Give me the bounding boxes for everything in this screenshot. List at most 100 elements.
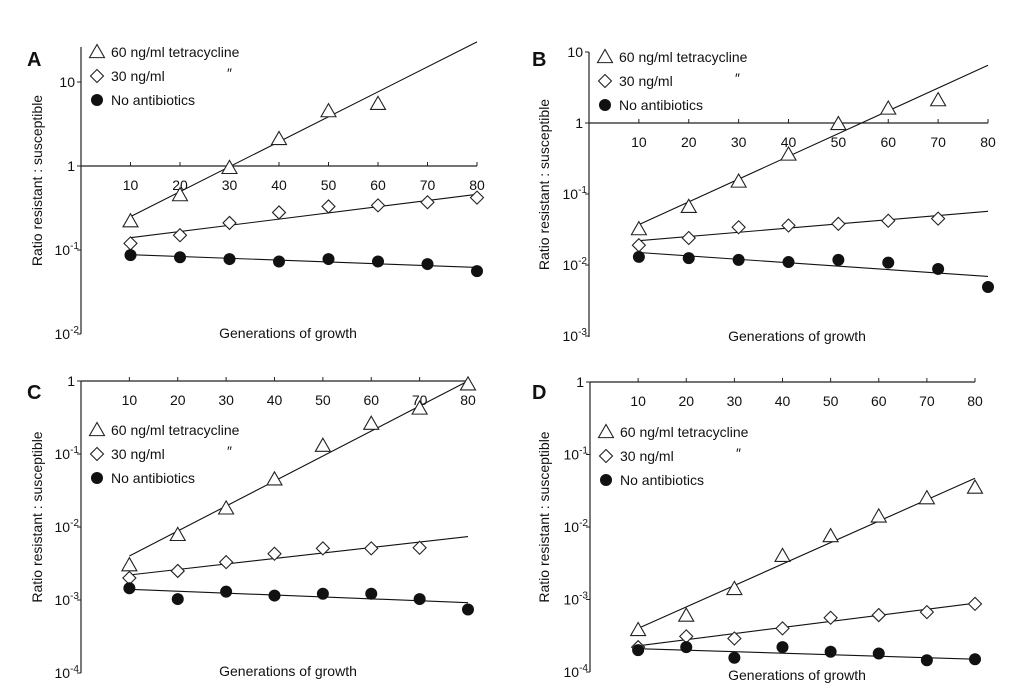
data-point [314,437,332,452]
legend-marker-triangle [88,421,106,437]
data-point [678,629,694,644]
legend: 60 ng/ml tetracycline 30 ng/ml ″ No antibio… [596,48,748,113]
series-triangle [122,41,478,228]
legend-label: 30 ng/ml [111,68,165,84]
y-tick-label: 10-2 [563,256,588,273]
fit-line [129,588,469,604]
data-point [822,527,840,543]
data-point [780,145,797,161]
series-circle [632,641,981,667]
data-point [879,99,897,115]
data-point [315,541,331,556]
y-tick-label: 10-4 [564,663,589,680]
legend-marker-diamond [89,68,105,84]
x-tick-label: 70 [930,134,946,150]
legend: 60 ng/ml tetracycline 30 ng/ml ″ No antibio… [88,43,240,108]
fit-line [638,64,989,226]
x-axis-title: Generations of growth [219,663,357,679]
legend-label: No antibiotics [111,470,195,486]
panel-label: C [27,382,41,404]
legend-marker-circle [600,474,612,486]
data-point [320,102,337,118]
data-point [222,215,237,231]
ditto-mark: ″ [227,443,232,459]
y-tick-label: 10-1 [55,241,80,258]
legend-label: 60 ng/ml tetracycline [111,422,240,438]
data-point [632,250,645,263]
data-point [731,219,746,235]
data-point [774,547,791,563]
data-point [932,262,945,275]
data-point [469,190,485,205]
data-point [217,499,235,515]
legend-label: 60 ng/ml tetracycline [620,424,749,440]
data-point [120,556,138,572]
x-tick-label: 40 [271,177,287,193]
panel-label: B [532,49,546,71]
x-tick-label: 80 [967,393,983,409]
data-point [266,470,283,486]
legend: 60 ng/ml tetracycline 30 ng/ml ″ No antibio… [88,421,240,486]
panel-label: A [27,49,41,71]
x-tick-label: 40 [267,392,283,408]
data-point [629,621,647,637]
data-point [872,647,885,660]
legend-marker-circle [599,99,611,111]
data-point [632,644,645,657]
data-point [930,211,946,226]
data-point [462,603,474,616]
data-point [829,115,847,131]
fit-line [130,254,478,268]
series-circle [632,250,994,293]
data-point [967,596,983,612]
data-point [919,604,935,620]
data-point [920,654,933,667]
legend-marker-triangle [597,423,615,439]
legend-marker-circle [91,94,103,106]
data-point [682,252,695,265]
fit-line [638,251,989,277]
data-point [728,651,741,664]
x-tick-label: 10 [123,177,139,193]
data-point [732,253,745,266]
y-axis-title: Ratio resistant : susceptible [536,431,552,602]
data-point [322,253,335,266]
x-tick-label: 40 [775,393,791,409]
x-tick-label: 20 [170,392,186,408]
y-tick-label: 10 [567,44,583,60]
panel-label: D [532,382,546,404]
fit-line [637,477,976,629]
series-diamond [630,596,983,655]
data-point [169,526,187,542]
y-tick-label: 10-2 [55,518,80,535]
data-point [273,255,285,268]
data-point [412,540,427,556]
legend-marker-diamond [597,73,613,89]
y-tick-label: 10-2 [564,518,589,535]
data-point [823,610,838,626]
fit-line [129,535,469,576]
data-point [170,563,186,579]
legend-label: 30 ng/ml [620,448,674,464]
legend-marker-circle [91,472,103,484]
data-point [267,546,282,562]
y-tick-label: 10 [59,74,75,90]
data-point [221,159,238,175]
series-circle [124,249,483,278]
data-point [459,375,477,391]
series-triangle [629,477,984,637]
data-point [124,249,137,262]
fit-line [638,602,976,647]
series-diamond [122,535,469,586]
data-point [680,198,698,213]
y-tick-label: 1 [575,115,583,131]
data-point [730,172,748,188]
data-point [966,478,984,494]
data-point [969,653,981,666]
y-axis-title: Ratio resistant : susceptible [29,431,45,602]
x-tick-label: 20 [678,393,694,409]
x-tick-label: 80 [460,392,476,408]
data-point [413,593,426,606]
fit-line [130,41,478,218]
